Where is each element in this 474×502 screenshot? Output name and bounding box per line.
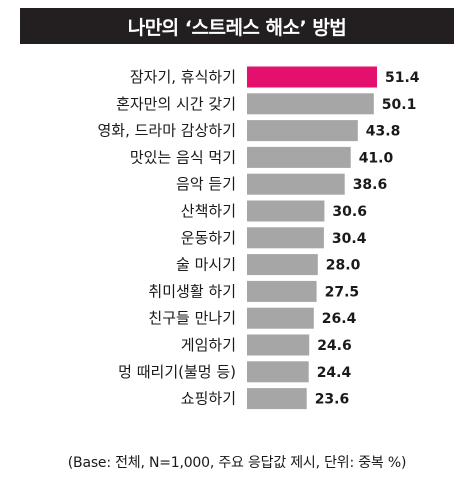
category-label: 취미생활 하기 bbox=[148, 282, 236, 300]
chart-title: 나만의 ‘스트레스 해소’ 방법 bbox=[20, 8, 454, 44]
bar bbox=[247, 200, 325, 222]
category-label: 영화, 드라마 감상하기 bbox=[97, 122, 236, 140]
category-label: 음악 듣기 bbox=[176, 175, 236, 193]
value-label: 30.6 bbox=[332, 204, 367, 220]
value-label: 28.0 bbox=[326, 258, 361, 274]
category-label: 멍 때리기(불멍 등) bbox=[118, 363, 236, 381]
value-label: 30.4 bbox=[332, 231, 367, 247]
bar bbox=[247, 93, 374, 115]
bar bbox=[247, 173, 345, 195]
bar bbox=[247, 280, 317, 302]
category-label: 게임하기 bbox=[181, 336, 236, 354]
chart-note: (Base: 전체, N=1,000, 주요 응답값 제시, 단위: 중복 %) bbox=[67, 455, 407, 471]
category-label: 술 마시기 bbox=[176, 256, 236, 274]
category-label: 잠자기, 휴식하기 bbox=[130, 68, 236, 86]
value-label: 24.4 bbox=[317, 365, 352, 381]
bar bbox=[247, 66, 377, 88]
bar bbox=[247, 254, 318, 276]
value-label: 50.1 bbox=[382, 97, 417, 113]
category-label: 산책하기 bbox=[181, 202, 236, 220]
category-label: 맛있는 음식 먹기 bbox=[130, 148, 236, 166]
category-label: 친구들 만나기 bbox=[148, 309, 236, 327]
bar bbox=[247, 146, 351, 168]
value-label: 24.6 bbox=[317, 338, 352, 354]
value-label: 41.0 bbox=[359, 150, 394, 166]
category-label: 혼자만의 시간 갖기 bbox=[116, 95, 236, 113]
bar bbox=[247, 307, 314, 329]
value-label: 23.6 bbox=[315, 392, 350, 408]
category-label: 쇼핑하기 bbox=[181, 390, 236, 408]
value-label: 26.4 bbox=[322, 311, 357, 327]
value-label: 51.4 bbox=[385, 70, 420, 86]
value-label: 43.8 bbox=[366, 124, 401, 140]
bar bbox=[247, 388, 307, 410]
bar bbox=[247, 120, 358, 142]
category-label: 운동하기 bbox=[181, 229, 236, 247]
bar bbox=[247, 361, 309, 383]
bar bbox=[247, 334, 310, 356]
value-label: 27.5 bbox=[325, 284, 360, 300]
value-label: 38.6 bbox=[353, 177, 388, 193]
bar bbox=[247, 227, 324, 249]
